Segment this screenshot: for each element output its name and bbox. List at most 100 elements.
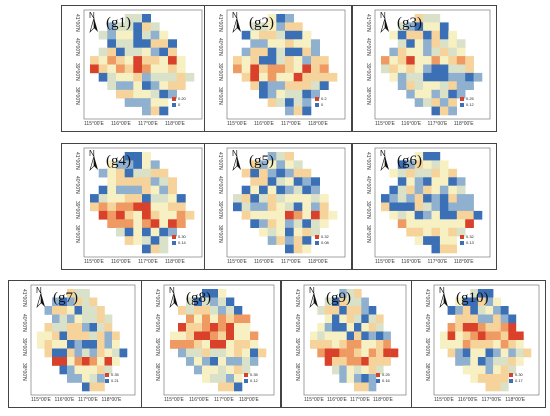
- grid-cell: [455, 314, 464, 324]
- grid-cell: [376, 357, 384, 366]
- grid-cell: [170, 331, 179, 341]
- north-arrow-icon: N: [438, 286, 450, 309]
- legend-low-label: 0.08: [321, 240, 329, 245]
- grid-cell: [176, 56, 186, 65]
- grid-cell: [59, 323, 68, 332]
- grid-cell: [150, 30, 160, 40]
- y-tick-label: 41°00'N: [74, 152, 80, 170]
- grid-cell: [267, 210, 277, 220]
- grid-cell: [89, 348, 98, 358]
- y-tick-label: 38°00'N: [74, 86, 80, 105]
- grid-cell: [202, 314, 211, 324]
- grid-cell: [250, 202, 260, 212]
- grid-cell: [354, 331, 362, 341]
- grid-cell: [477, 314, 486, 324]
- grid-cell: [82, 382, 90, 392]
- grid-cell: [124, 219, 134, 228]
- map-frame: [303, 284, 407, 396]
- grid-cell: [150, 227, 160, 237]
- grid-cell: [133, 81, 143, 90]
- grid-cell: [259, 210, 268, 220]
- grid-cell: [493, 297, 501, 307]
- grid-cell: [276, 210, 286, 220]
- choropleth-grid: [226, 147, 346, 258]
- grid-cell: [242, 365, 251, 375]
- grid-cell: [381, 202, 390, 212]
- grid-cell: [397, 39, 407, 48]
- grid-cell: [470, 306, 479, 315]
- grid-cell: [97, 306, 105, 315]
- grid-cell: [89, 374, 98, 383]
- north-arrow-icon: N: [379, 149, 391, 172]
- legend: 0.20 0: [172, 97, 202, 113]
- grid-cell: [142, 89, 151, 99]
- grid-cell: [176, 210, 186, 220]
- grid-cell: [406, 64, 415, 74]
- grid-cell: [423, 160, 432, 170]
- grid-cell: [423, 168, 432, 178]
- grid-cell: [302, 168, 312, 178]
- grid-cell: [293, 168, 303, 178]
- grid-cell: [142, 219, 151, 228]
- x-tick-label: 117°00'E: [138, 259, 158, 265]
- panel-title: (g6): [397, 153, 422, 169]
- grid-cell: [74, 306, 83, 315]
- grid-cell: [194, 348, 203, 358]
- grid-cell: [485, 306, 494, 315]
- grid-cell: [259, 185, 268, 195]
- x-tick-label: 118°00'E: [308, 121, 328, 127]
- grid-cell: [302, 244, 312, 254]
- legend: 0.30 0.14: [172, 235, 202, 251]
- x-tick-label: 117°00'E: [281, 259, 301, 265]
- grid-cell: [302, 64, 312, 74]
- grid-cell: [389, 56, 399, 65]
- grid-cell: [89, 331, 98, 341]
- grid-cell: [67, 306, 75, 315]
- grid-cell: [465, 56, 474, 65]
- grid-cell: [276, 98, 286, 107]
- grid-cell: [242, 340, 251, 349]
- grid-cell: [107, 219, 117, 228]
- grid-cell: [276, 160, 286, 170]
- map-frame: [374, 147, 491, 258]
- grid-cell: [465, 81, 474, 90]
- y-tick-label: 40°00'N: [217, 176, 223, 194]
- grid-cell: [439, 185, 449, 195]
- grid-cell: [107, 177, 117, 186]
- grid-cell: [477, 340, 486, 349]
- legend-low-swatch: [376, 379, 380, 383]
- grid-cell: [285, 64, 294, 74]
- y-tick-label: 39°00'N: [365, 200, 371, 219]
- grid-cell: [107, 39, 117, 48]
- grid-cell: [258, 348, 267, 358]
- grid-cell: [397, 194, 407, 203]
- grid-cell: [142, 168, 151, 178]
- legend-high-swatch: [460, 97, 464, 101]
- grid-cell: [311, 72, 320, 82]
- grid-cell: [285, 72, 294, 82]
- grid-cell: [368, 323, 377, 332]
- grid-cell: [389, 185, 399, 195]
- grid-cell: [116, 168, 125, 178]
- map-frame: [226, 9, 346, 120]
- grid-cell: [470, 348, 479, 358]
- grid-cell: [311, 219, 320, 228]
- map-panel-g5: (g5) N 41°00'N 40°00'N 39°00'N 38°00'N 115°00'…: [204, 143, 352, 270]
- grid-cell: [226, 323, 235, 332]
- north-arrow-icon: N: [88, 11, 100, 34]
- grid-cell: [456, 39, 466, 48]
- grid-cell: [267, 64, 277, 74]
- y-tick-label: 39°00'N: [74, 62, 80, 81]
- grid-cell: [414, 64, 424, 74]
- map-frame: [163, 284, 275, 396]
- grid-cell: [159, 202, 169, 212]
- grid-cell: [97, 357, 105, 366]
- grid-cell: [310, 331, 318, 341]
- grid-cell: [52, 348, 60, 358]
- grid-cell: [508, 357, 517, 366]
- grid-cell: [455, 306, 464, 315]
- grid-cell: [397, 22, 407, 32]
- grid-cell: [52, 331, 60, 341]
- grid-cell: [133, 22, 143, 32]
- grid-cell: [311, 210, 320, 220]
